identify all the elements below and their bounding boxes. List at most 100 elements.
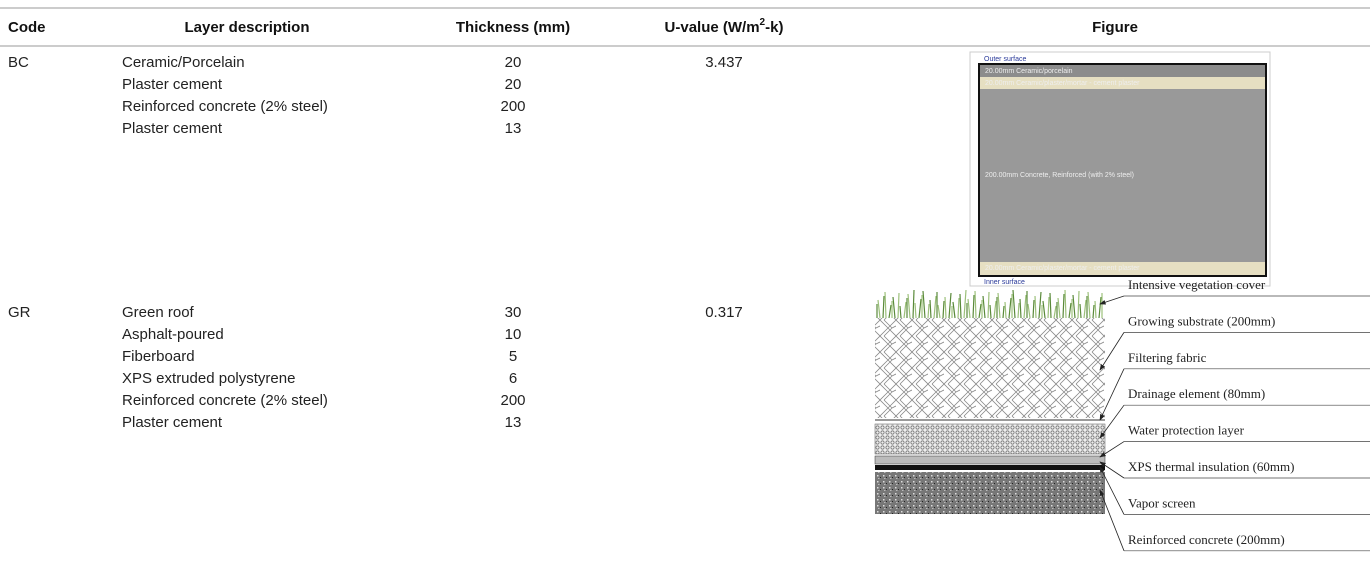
layer-cell: Plaster cement xyxy=(122,76,223,93)
grass xyxy=(1050,293,1051,318)
arrow xyxy=(1100,490,1124,551)
figure-text: Outer surface xyxy=(984,56,1027,63)
gr-figure: Intensive vegetation cover Growing substr… xyxy=(875,277,1370,551)
thickness-cell: 5 xyxy=(509,348,517,365)
grass xyxy=(900,306,901,318)
header-cell: U-value (W/m2-k) xyxy=(665,17,784,36)
grass xyxy=(1020,299,1021,318)
grass xyxy=(1073,295,1075,318)
header-text: U-value (W/m xyxy=(665,19,760,36)
grass xyxy=(883,296,884,318)
grass xyxy=(1009,298,1011,318)
header-cell: Figure xyxy=(1092,19,1138,36)
grass xyxy=(973,295,974,318)
grass xyxy=(919,299,921,318)
layer-cell: Plaster cement xyxy=(122,414,223,431)
layer-cell: Reinforced concrete (2% steel) xyxy=(122,392,328,409)
bc-figure: Outer surface 20.00mm Ceramic/porcelain … xyxy=(970,52,1270,286)
thickness-cell: 13 xyxy=(505,414,522,431)
thickness-cell: 13 xyxy=(505,120,522,137)
grass xyxy=(1028,304,1030,318)
u-value-cell: 3.437 xyxy=(705,54,743,71)
grass xyxy=(908,294,910,318)
header-text: -k) xyxy=(765,19,783,36)
layer-cell: Plaster cement xyxy=(122,120,223,137)
grass xyxy=(904,302,906,318)
grass xyxy=(1039,292,1041,318)
grass xyxy=(1005,302,1006,318)
grass xyxy=(1080,304,1081,318)
grass xyxy=(943,301,944,318)
thickness-cell: 20 xyxy=(505,54,522,71)
grass xyxy=(1048,297,1049,318)
grass xyxy=(1054,306,1056,318)
figure-label: Water protection layer xyxy=(1128,423,1245,438)
header-cell: Code xyxy=(8,19,46,36)
grass xyxy=(1099,297,1101,318)
grass xyxy=(953,302,955,318)
layer-cell: XPS extruded polystyrene xyxy=(122,370,295,387)
grass xyxy=(928,304,929,318)
grass xyxy=(1078,291,1079,318)
grass xyxy=(1013,290,1015,318)
layer-cell: Green roof xyxy=(122,304,195,321)
figure-label: Growing substrate (200mm) xyxy=(1128,313,1275,328)
grass xyxy=(1033,300,1034,318)
grass xyxy=(923,291,925,318)
grass xyxy=(1035,296,1036,318)
thickness-cell: 20 xyxy=(505,76,522,93)
grass xyxy=(990,305,991,318)
grass xyxy=(1069,303,1071,318)
grass xyxy=(1024,295,1026,318)
grass xyxy=(913,290,914,318)
grass xyxy=(1065,290,1066,318)
grass xyxy=(964,290,966,318)
u-value-cell: 0.317 xyxy=(705,304,743,321)
grass xyxy=(998,293,1000,318)
grass xyxy=(885,292,886,318)
grass xyxy=(1088,292,1090,318)
grass xyxy=(988,292,989,318)
grass xyxy=(1084,300,1086,318)
grass xyxy=(960,294,961,318)
grass xyxy=(1018,303,1019,318)
grass xyxy=(898,293,899,318)
figure-text: 20.00mm Ceramic/porcelain xyxy=(985,68,1073,75)
layer-cell: Ceramic/Porcelain xyxy=(122,54,245,71)
thickness-cell: 200 xyxy=(500,392,525,409)
grass xyxy=(915,303,916,318)
grass xyxy=(975,291,976,318)
grass xyxy=(938,305,940,318)
figure-label: Drainage element (80mm) xyxy=(1128,386,1265,401)
header-cell: Thickness (mm) xyxy=(456,19,570,36)
thickness-cell: 6 xyxy=(509,370,517,387)
grass xyxy=(1058,298,1060,318)
layer-cell: Fiberboard xyxy=(122,348,195,365)
figure-text: 20.00mm Ceramic/plaster/mortar - cement … xyxy=(985,80,1140,87)
grass xyxy=(1063,294,1064,318)
grass xyxy=(958,298,959,318)
grass xyxy=(979,304,981,318)
grass xyxy=(889,305,891,318)
grass xyxy=(893,297,895,318)
figure-text: 200.00mm Concrete, Reinforced (with 2% s… xyxy=(985,172,1134,179)
grass xyxy=(930,300,931,318)
grass xyxy=(934,296,936,318)
arrow xyxy=(1100,296,1124,304)
code-cell: GR xyxy=(8,304,31,321)
grass xyxy=(983,296,985,318)
grass xyxy=(945,297,946,318)
grass xyxy=(968,299,970,318)
thickness-cell: 200 xyxy=(500,98,525,115)
figure-text: 20.00mm Ceramic/plaster/mortar - cement … xyxy=(985,265,1140,272)
code-cell: BC xyxy=(8,54,29,71)
layer-cell: Asphalt-poured xyxy=(122,326,224,343)
header-cell: Layer description xyxy=(184,19,309,36)
figure-label: Reinforced concrete (200mm) xyxy=(1128,532,1285,547)
figure-label: XPS thermal insulation (60mm) xyxy=(1128,459,1294,474)
layer-cell: Reinforced concrete (2% steel) xyxy=(122,98,328,115)
figure-label: Intensive vegetation cover xyxy=(1128,277,1266,292)
grass xyxy=(1043,301,1045,318)
grass xyxy=(994,301,996,318)
figure-label: Filtering fabric xyxy=(1128,350,1207,365)
